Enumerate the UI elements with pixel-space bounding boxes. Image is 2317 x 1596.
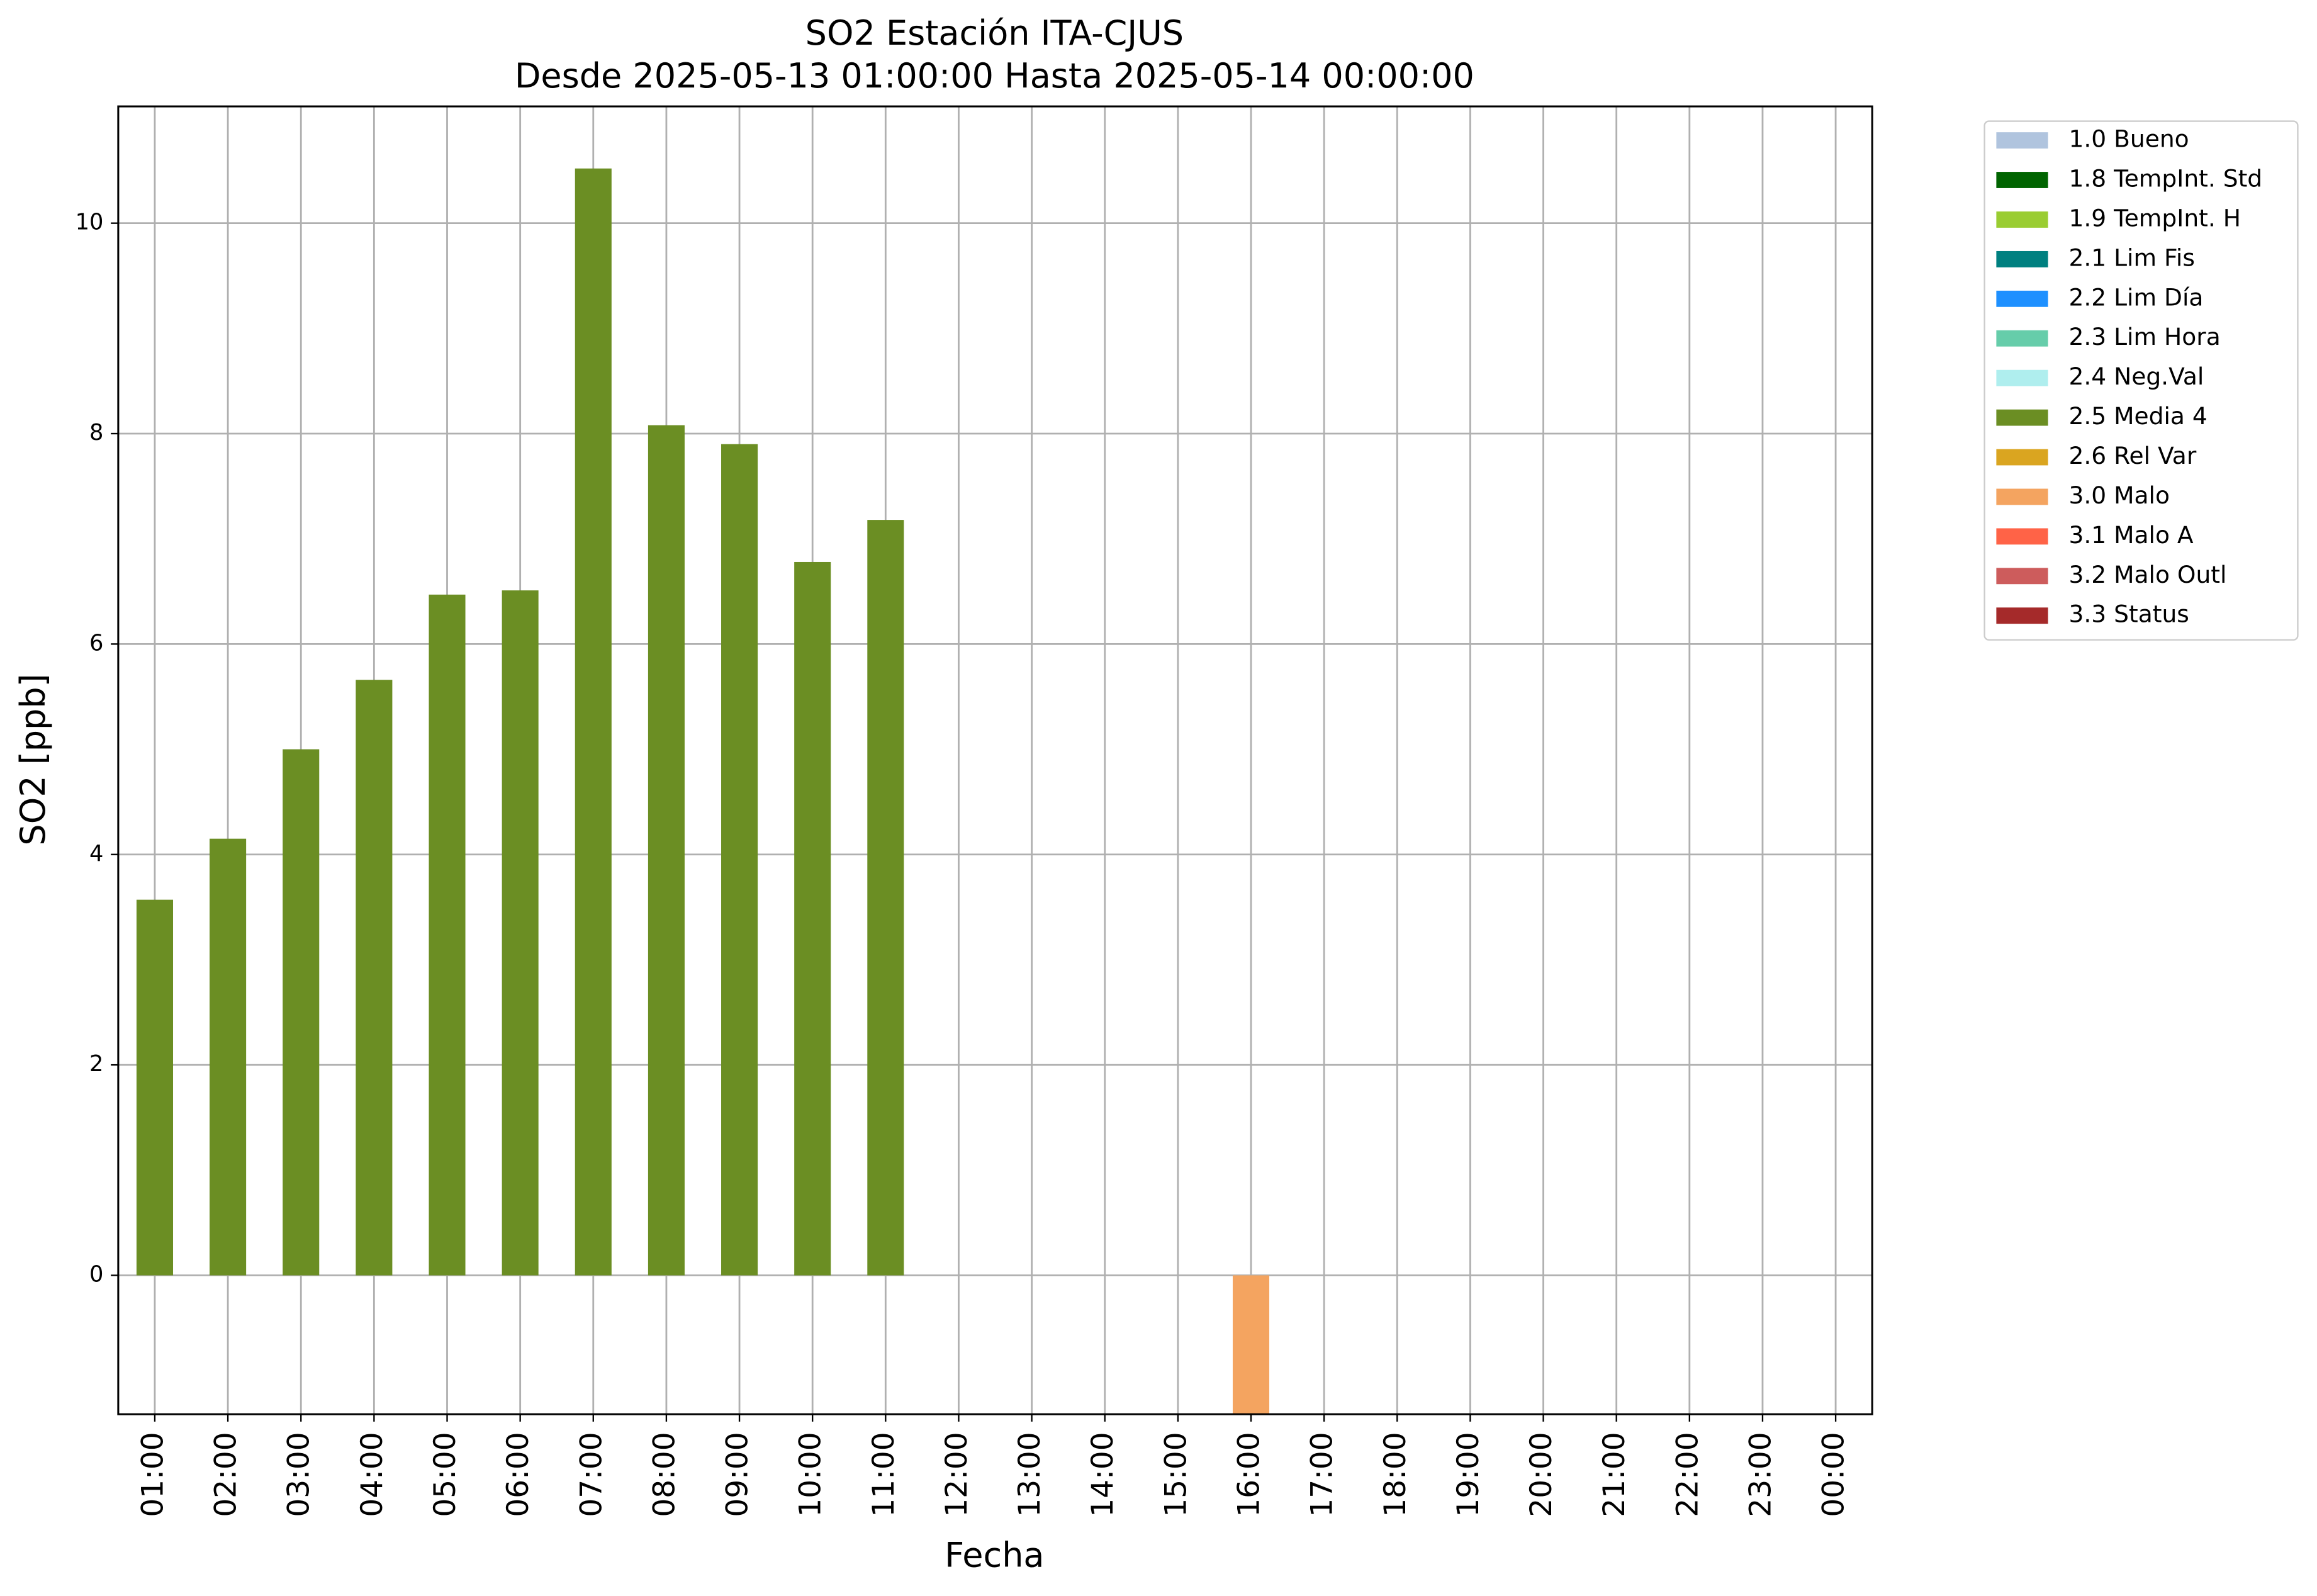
x-tick-label: 10:00 (794, 1432, 828, 1517)
legend-swatch (1996, 409, 2048, 426)
bar (1232, 1275, 1270, 1415)
legend-swatch (1996, 528, 2048, 545)
legend-label: 2.5 Media 4 (2068, 402, 2207, 430)
legend-swatch (1996, 172, 2048, 188)
legend-swatch (1996, 211, 2048, 228)
legend-label: 1.0 Bueno (2068, 125, 2189, 153)
y-tick-label: 8 (89, 420, 103, 446)
legend-label: 2.2 Lim Día (2068, 283, 2203, 311)
y-tick-label: 4 (89, 841, 103, 867)
bar (867, 520, 904, 1276)
x-tick-label: 23:00 (1743, 1432, 1778, 1517)
y-tick-label: 2 (89, 1051, 103, 1077)
x-tick-label: 00:00 (1817, 1432, 1851, 1517)
x-tick-label: 02:00 (209, 1432, 244, 1517)
legend-swatch (1996, 369, 2048, 386)
bar (721, 444, 758, 1276)
x-tick-label: 07:00 (574, 1432, 609, 1517)
legend-label: 3.2 Malo Outl (2068, 561, 2226, 588)
bar (356, 680, 393, 1276)
x-tick-label: 04:00 (355, 1432, 390, 1517)
legend: 1.0 Bueno 1.8 TempInt. Std 1.9 TempInt. H 2… (1983, 120, 2299, 641)
x-tick-label: 05:00 (428, 1432, 463, 1517)
legend-swatch (1996, 330, 2048, 347)
legend-swatch (1996, 290, 2048, 307)
bar (575, 168, 612, 1276)
legend-swatch (1996, 132, 2048, 149)
plot-frame (117, 105, 1873, 1415)
bar (283, 749, 320, 1276)
y-tick-label: 6 (89, 630, 103, 656)
x-tick-label: 01:00 (135, 1432, 170, 1517)
legend-swatch (1996, 488, 2048, 505)
x-tick-label: 21:00 (1597, 1432, 1632, 1517)
legend-label: 2.3 Lim Hora (2068, 323, 2220, 351)
x-tick-label: 17:00 (1305, 1432, 1340, 1517)
x-tick-label: 12:00 (940, 1432, 974, 1517)
bar (794, 561, 831, 1276)
x-tick-label: 20:00 (1524, 1432, 1559, 1517)
legend-swatch (1996, 449, 2048, 466)
legend-label: 3.0 Malo (2068, 481, 2170, 509)
legend-label: 2.1 Lim Fis (2068, 244, 2194, 271)
x-tick-label: 03:00 (282, 1432, 317, 1517)
legend-swatch (1996, 607, 2048, 624)
x-tick-label: 08:00 (647, 1432, 682, 1517)
x-axis-label: Fecha (945, 1536, 1044, 1575)
y-tick-label: 0 (89, 1261, 103, 1287)
x-tick-label: 18:00 (1378, 1432, 1413, 1517)
bar (136, 899, 174, 1276)
legend-swatch (1996, 250, 2048, 267)
bar (429, 594, 466, 1276)
y-axis-label: SO2 [ppb] (13, 673, 53, 845)
y-tick-label: 10 (76, 210, 104, 235)
bars (136, 168, 1270, 1415)
x-tick-label: 16:00 (1232, 1432, 1267, 1517)
legend-label: 3.3 Status (2068, 600, 2189, 628)
bar (210, 838, 247, 1276)
x-tick-label: 13:00 (1013, 1432, 1047, 1517)
legend-swatch (1996, 568, 2048, 585)
chart-title: SO2 Estación ITA-CJUS (805, 13, 1184, 53)
bar (648, 425, 685, 1276)
bar (502, 590, 539, 1276)
x-tick-label: 06:00 (501, 1432, 536, 1517)
x-tick-label: 22:00 (1670, 1432, 1705, 1517)
legend-label: 3.1 Malo A (2068, 521, 2193, 549)
x-tick-label: 15:00 (1158, 1432, 1193, 1517)
chart-subtitle: Desde 2025-05-13 01:00:00 Hasta 2025-05-… (515, 56, 1474, 96)
legend-label: 2.4 Neg.Val (2068, 362, 2204, 390)
legend-box (1983, 120, 2299, 641)
legend-label: 2.6 Rel Var (2068, 442, 2196, 469)
x-tick-label: 14:00 (1086, 1432, 1120, 1517)
x-tick-label: 11:00 (867, 1432, 901, 1517)
legend-label: 1.9 TempInt. H (2068, 204, 2241, 232)
x-tick-label: 09:00 (721, 1432, 755, 1517)
legend-label: 1.8 TempInt. Std (2068, 165, 2262, 193)
x-tick-label: 19:00 (1451, 1432, 1486, 1517)
